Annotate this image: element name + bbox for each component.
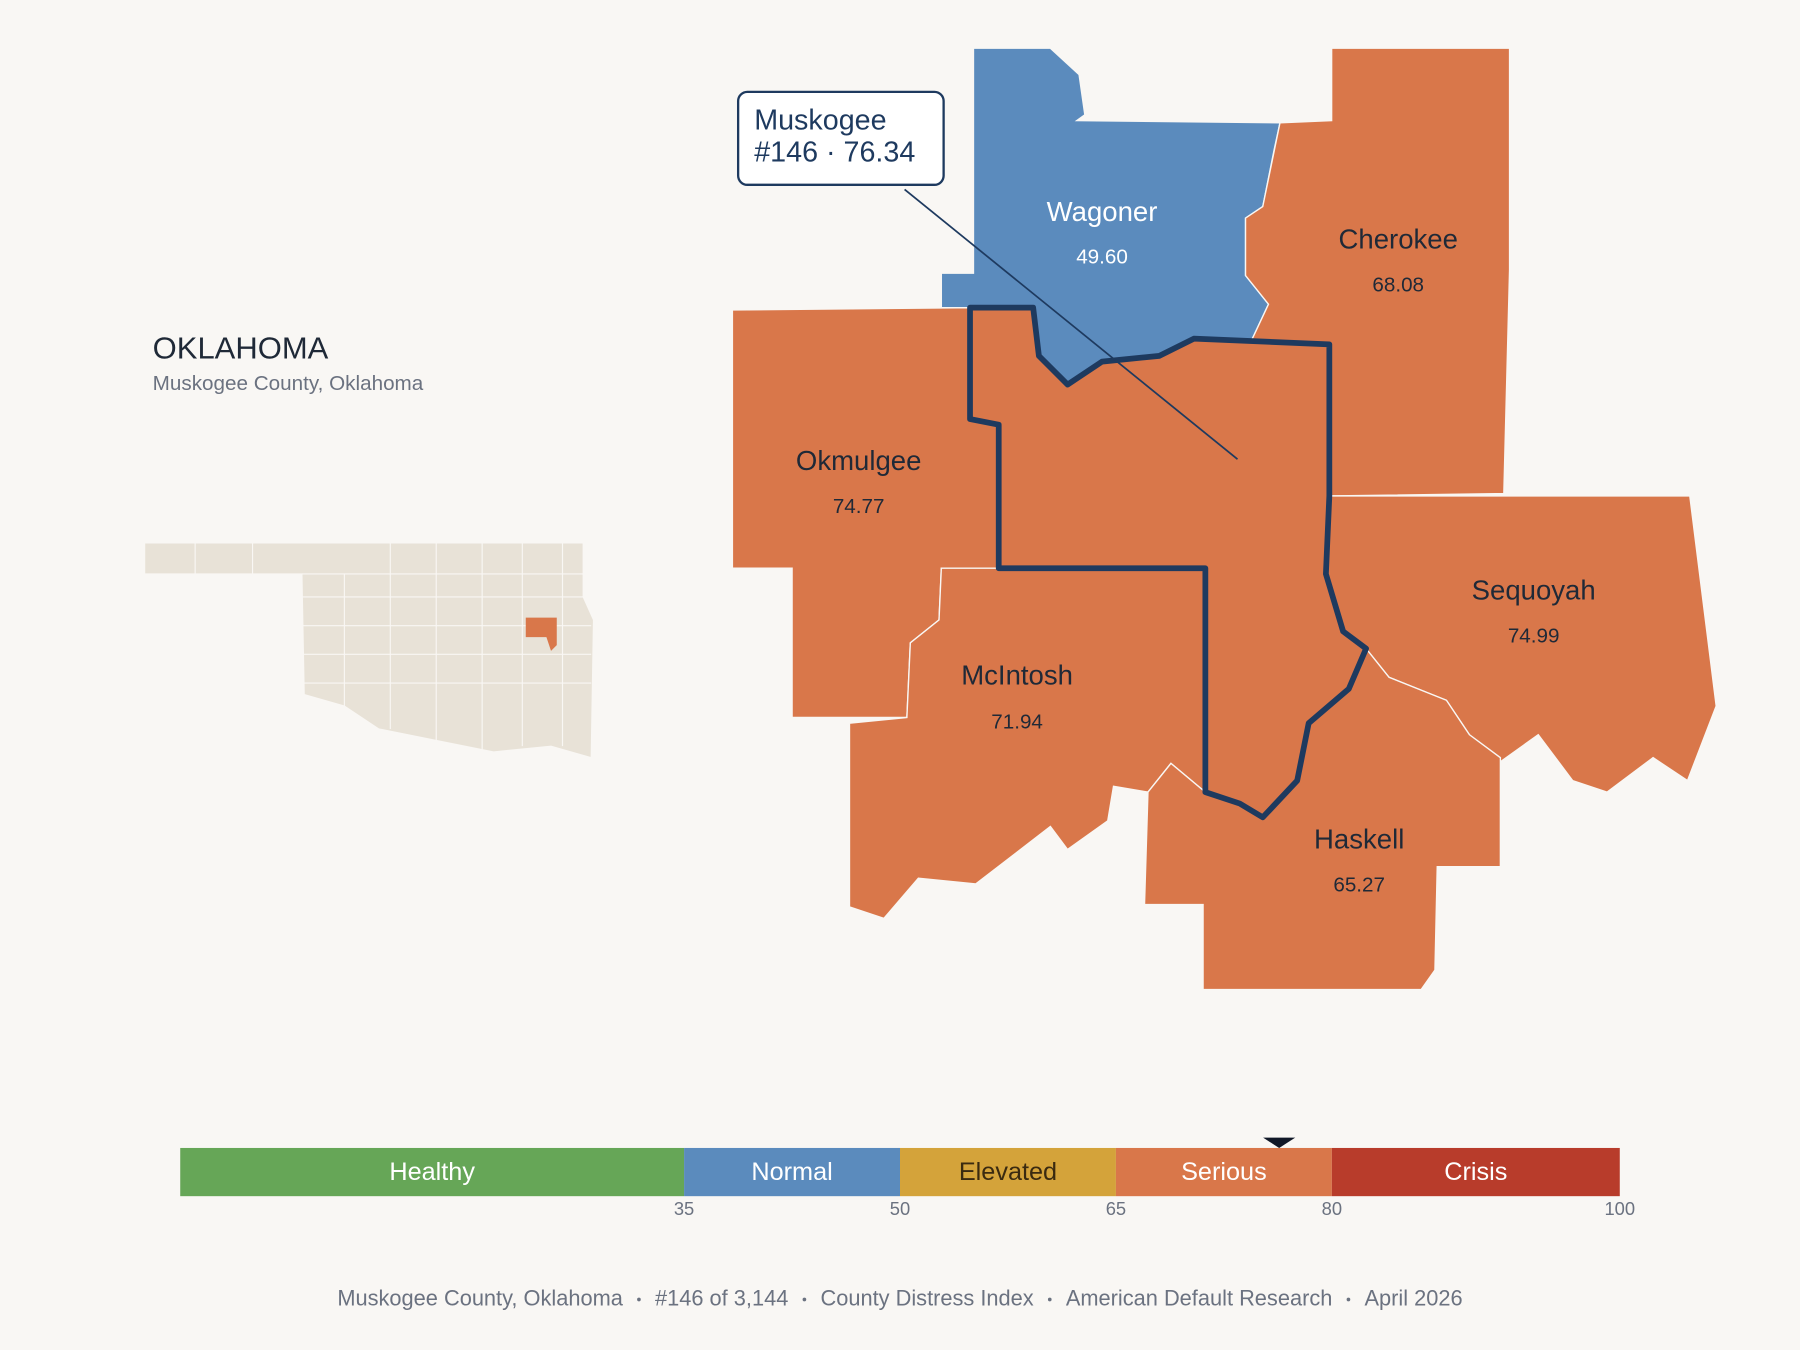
- legend-band-label: Crisis: [1444, 1158, 1507, 1186]
- footer-separator: [637, 1297, 641, 1302]
- footer-item: Muskogee County, Oklahoma: [337, 1285, 623, 1310]
- subtitle: Muskogee County, Oklahoma: [153, 372, 424, 395]
- legend-band: [900, 1147, 1116, 1197]
- county-name: McIntosh: [961, 660, 1073, 691]
- legend-tick-label: 50: [890, 1198, 910, 1219]
- legend-band: [684, 1147, 900, 1197]
- county-score: 74.99: [1508, 625, 1560, 648]
- legend-marker: [1263, 1137, 1296, 1148]
- footer-item: County Distress Index: [820, 1285, 1033, 1310]
- county-shape: [1244, 47, 1511, 497]
- state-inset: [144, 542, 595, 759]
- inset-highlight: [525, 617, 557, 651]
- county-score: 68.08: [1372, 273, 1424, 296]
- county-map: [731, 47, 1717, 991]
- legend-tick-label: 80: [1322, 1198, 1342, 1219]
- legend-band: [180, 1147, 685, 1197]
- callout-box: [736, 90, 945, 186]
- focus-county: [967, 304, 1369, 821]
- footer: Muskogee County, Oklahoma #146 of 3,144 Co…: [337, 1285, 1462, 1310]
- footer-item: #146 of 3,144: [655, 1285, 788, 1310]
- legend-tick-label: 65: [1106, 1198, 1126, 1219]
- county-score: 65.27: [1333, 874, 1385, 897]
- legend-tick-label: 100: [1604, 1198, 1635, 1219]
- legend-band: [1115, 1147, 1332, 1197]
- legend-band-label: Healthy: [389, 1158, 475, 1186]
- county-name: Wagoner: [1047, 196, 1158, 227]
- footer-item: April 2026: [1365, 1285, 1463, 1310]
- footer-item: American Default Research: [1066, 1285, 1333, 1310]
- county-score: 74.77: [833, 495, 885, 518]
- county-score: 49.60: [1076, 246, 1128, 269]
- footer-separator: [1346, 1297, 1351, 1302]
- inset-borders: [194, 542, 592, 752]
- legend-band-label: Serious: [1181, 1158, 1267, 1186]
- callout-label: #146 · 76.34: [754, 136, 915, 168]
- county-name: Sequoyah: [1472, 575, 1596, 606]
- callout-name: Muskogee: [754, 104, 886, 136]
- legend-band-label: Normal: [751, 1158, 832, 1186]
- callout-leader: [904, 188, 1239, 460]
- county-name: Okmulgee: [796, 445, 922, 476]
- legend: Healthy Normal Elevated Serious Crisis 35 50 65…: [180, 1137, 1635, 1219]
- county-score: 71.94: [991, 711, 1043, 734]
- county-name: Cherokee: [1338, 223, 1457, 254]
- county-name: Haskell: [1314, 824, 1404, 855]
- legend-band-label: Elevated: [959, 1158, 1057, 1186]
- footer-separator: [802, 1297, 807, 1302]
- footer-separator: [1047, 1297, 1052, 1302]
- legend-tick-label: 35: [674, 1198, 694, 1219]
- legend-band: [1331, 1147, 1620, 1197]
- title: OKLAHOMA: [153, 330, 329, 365]
